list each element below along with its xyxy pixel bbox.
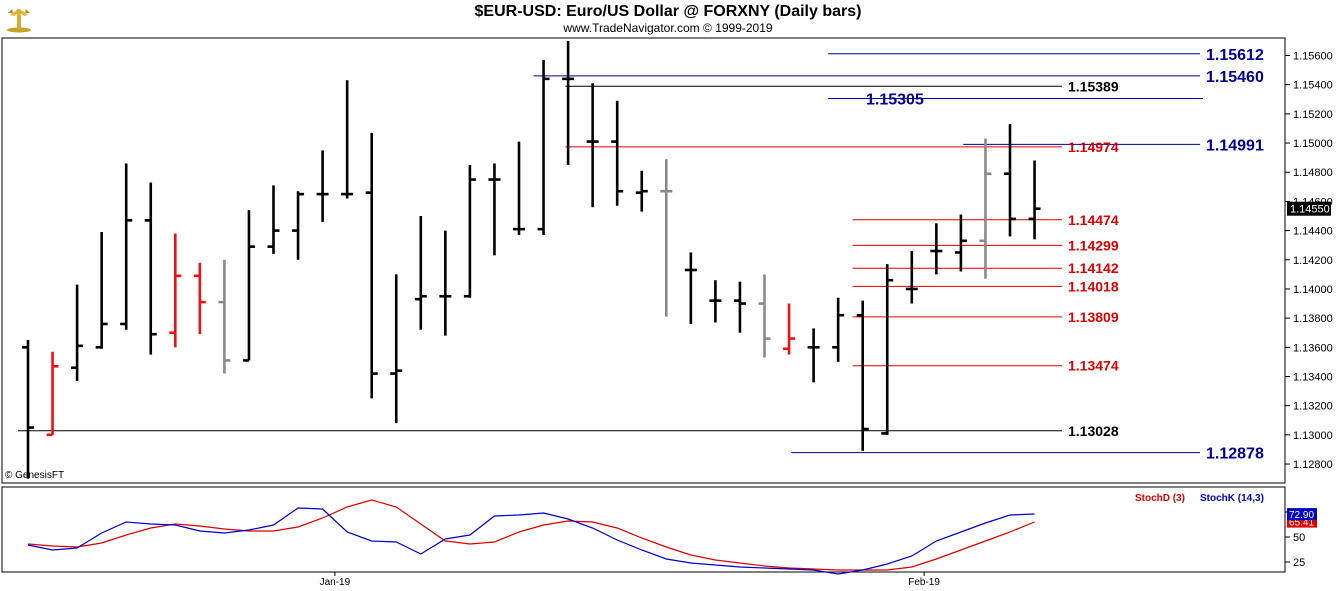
ohlc-bar — [71, 284, 84, 381]
price-tick-label: 1.14000 — [1293, 284, 1333, 296]
ohlc-bar — [709, 280, 722, 323]
ohlc-bar — [95, 232, 108, 349]
ohlc-bar — [537, 59, 550, 235]
level-label: 1.12878 — [1206, 446, 1264, 463]
ohlc-bar — [758, 274, 771, 358]
level-label: 1.15612 — [1206, 47, 1264, 64]
gold-bull-logo-icon — [7, 9, 31, 33]
ohlc-bar — [733, 281, 746, 333]
price-tick-label: 1.14200 — [1293, 255, 1333, 267]
last-price-box — [1287, 201, 1331, 216]
price-tick-label: 1.12800 — [1293, 459, 1333, 471]
date-axis: Jan-19 Feb-19 — [320, 572, 940, 588]
ohlc-bar — [390, 274, 403, 424]
ohlc-bar — [144, 182, 157, 355]
ohlc-bar — [660, 159, 673, 317]
ohlc-bar — [807, 328, 820, 383]
price-tick-label: 1.14800 — [1293, 167, 1333, 179]
level-label: 1.14018 — [1068, 278, 1119, 294]
ohlc-bar — [930, 223, 943, 275]
level-label: 1.14974 — [1068, 139, 1119, 155]
ohlc-bars — [22, 40, 1041, 479]
ohlc-bar — [979, 138, 992, 279]
price-tick-label: 1.13400 — [1293, 371, 1333, 383]
level-label: 1.13809 — [1068, 309, 1119, 325]
ohlc-bar — [120, 163, 133, 330]
chart-subtitle: www.TradeNavigator.com © 1999-2019 — [563, 21, 773, 35]
level-label: 1.13474 — [1068, 358, 1119, 374]
ohlc-bar — [292, 191, 305, 260]
level-lines — [18, 53, 1203, 454]
level-label: 1.15305 — [866, 92, 924, 109]
price-tick-label: 1.15400 — [1293, 80, 1333, 92]
level-label: 1.14474 — [1068, 212, 1119, 228]
level-label: 1.14142 — [1068, 260, 1119, 276]
ohlc-bar — [586, 83, 599, 208]
level-labels: 1.15612 1.15460 1.15389 1.15305 1.14991 1.149… — [866, 47, 1264, 463]
ohlc-bar — [193, 262, 206, 335]
legend-stochK: StochK (14,3) — [1200, 493, 1264, 504]
level-label: 1.15389 — [1068, 78, 1119, 94]
level-label: 1.13028 — [1068, 423, 1119, 439]
ohlc-bar — [316, 150, 329, 222]
price-panel-frame — [1, 37, 1286, 484]
watermark: © GenesisFT — [5, 470, 64, 481]
ohlc-bar — [463, 164, 476, 298]
price-tick-label: 1.15000 — [1293, 138, 1333, 150]
ohlc-bar — [439, 230, 452, 336]
ohlc-bar — [1004, 124, 1016, 237]
stoch-last-label: 72.90 — [1289, 510, 1314, 521]
level-label: 1.14299 — [1068, 237, 1119, 253]
ohlc-bar — [46, 351, 59, 437]
price-tick-label: 1.13800 — [1293, 313, 1333, 325]
price-axis: 1.12800 1.13000 1.13200 1.13400 1.13600 1.138… — [1285, 51, 1333, 471]
ohlc-bar — [954, 214, 967, 272]
ohlc-bar — [562, 40, 575, 165]
level-label: 1.15460 — [1206, 69, 1264, 86]
price-tick-label: 1.13200 — [1293, 401, 1333, 413]
ohlc-bar — [22, 340, 34, 479]
chart-title: $EUR-USD: Euro/US Dollar @ FORXNY (Daily… — [474, 3, 862, 20]
last-price-label: 1.14550 — [1290, 204, 1330, 216]
level-label: 1.14991 — [1206, 137, 1264, 154]
date-tick-label: Feb-19 — [908, 577, 940, 588]
chart-frames — [1, 37, 1286, 573]
legend-stochD: StochD (3) — [1135, 493, 1185, 504]
ohlc-bar — [635, 170, 648, 212]
ohlc-bar — [242, 210, 255, 362]
stochastic-panel-frame — [1, 486, 1286, 573]
ohlc-bar — [905, 251, 918, 304]
ohlc-bar — [341, 80, 354, 199]
stoch-last-label: 65.41 — [1289, 518, 1314, 529]
ohlc-bar — [611, 100, 624, 206]
ohlc-bar — [488, 163, 501, 256]
ohlc-bar — [169, 233, 182, 348]
stoch-tick-label: 25 — [1293, 557, 1305, 569]
price-tick-label: 1.13600 — [1293, 342, 1333, 354]
ohlc-bar — [218, 259, 231, 374]
ohlc-bar — [856, 300, 869, 451]
date-tick-label: Jan-19 — [320, 577, 351, 588]
ohlc-bar — [513, 141, 525, 235]
ohlc-bar — [1028, 160, 1041, 240]
price-tick-label: 1.14400 — [1293, 226, 1333, 238]
stochK-line — [27, 507, 1035, 575]
price-tick-label: 1.15600 — [1293, 51, 1333, 63]
ohlc-bar — [832, 297, 845, 362]
chart-header: $EUR-USD: Euro/US Dollar @ FORXNY (Daily… — [0, 0, 1336, 38]
price-tick-label: 1.15200 — [1293, 109, 1333, 121]
ohlc-bar — [365, 132, 378, 399]
ohlc-bar — [267, 185, 280, 254]
ohlc-bar — [684, 252, 697, 324]
stoch-tick-label: 50 — [1293, 532, 1305, 544]
ohlc-bar — [414, 216, 427, 330]
ohlc-bar — [783, 303, 796, 355]
price-tick-label: 1.13000 — [1293, 430, 1333, 442]
stochD-line — [27, 499, 1035, 571]
stoch-last-box — [1287, 508, 1317, 521]
ohlc-bar — [881, 264, 894, 435]
